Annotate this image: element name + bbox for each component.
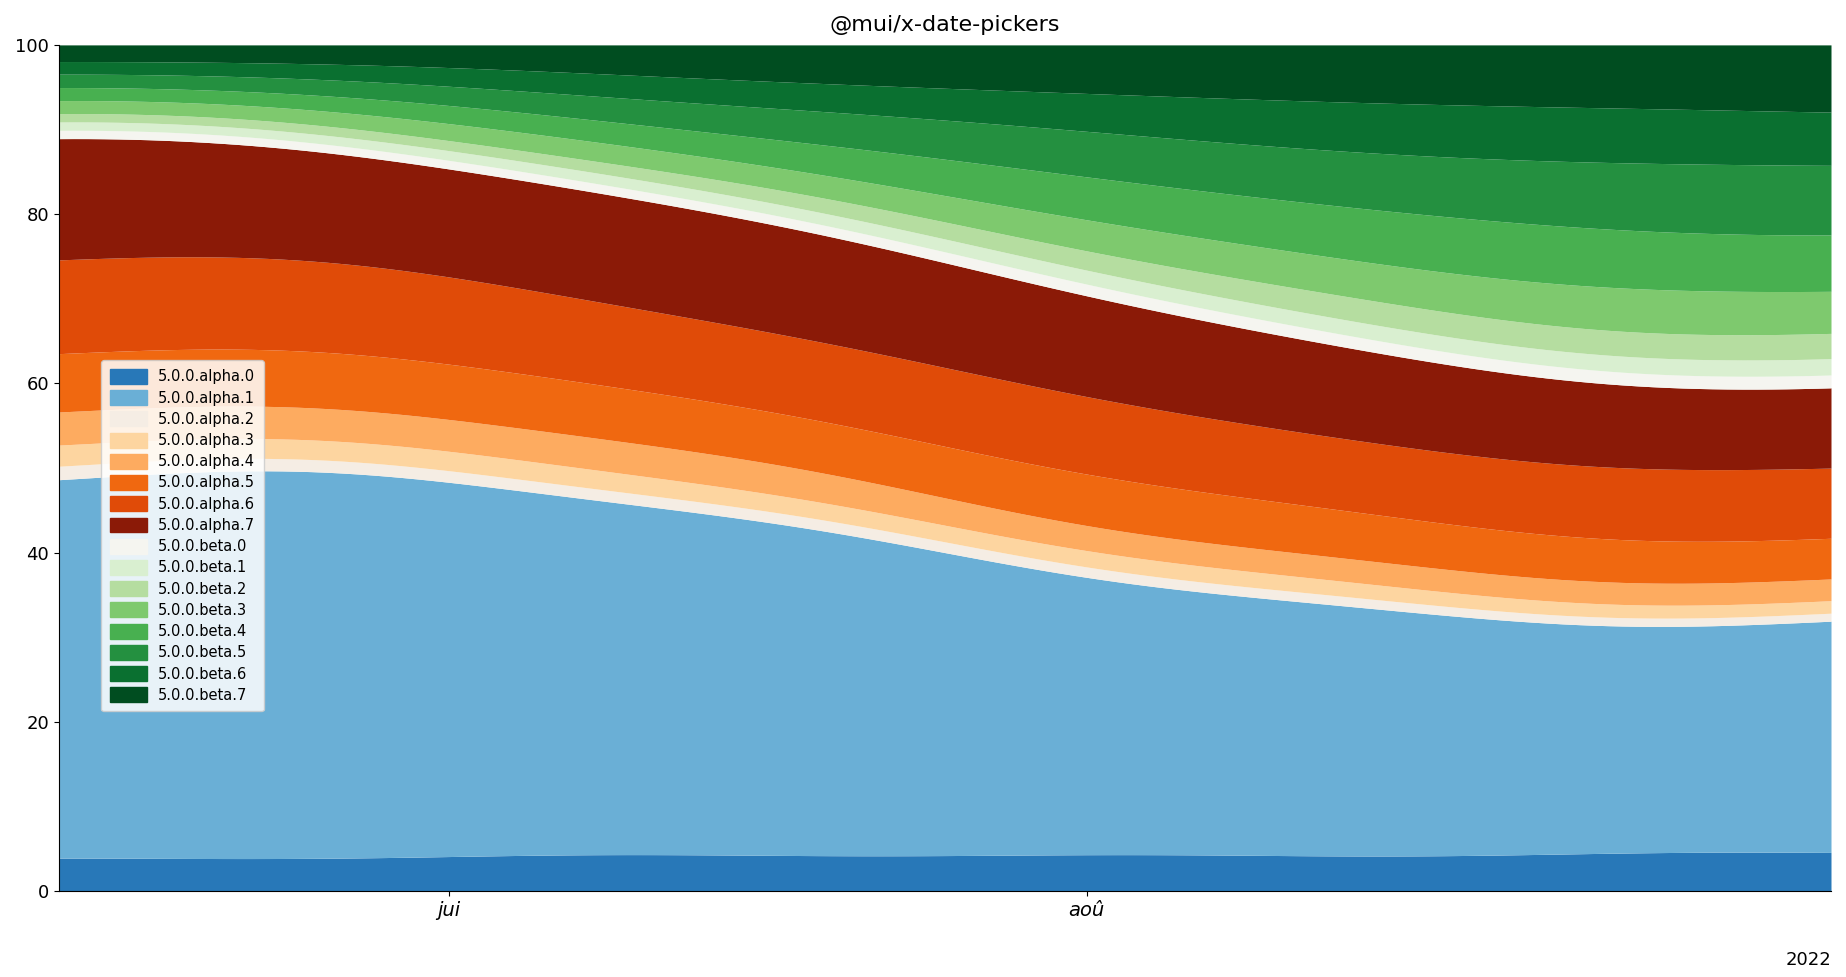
Legend: 5.0.0.alpha.0, 5.0.0.alpha.1, 5.0.0.alpha.2, 5.0.0.alpha.3, 5.0.0.alpha.4, 5.0.0: 5.0.0.alpha.0, 5.0.0.alpha.1, 5.0.0.alph… — [102, 361, 264, 711]
Text: 2022: 2022 — [1785, 951, 1831, 968]
Title: @mui/x-date-pickers: @mui/x-date-pickers — [829, 15, 1060, 35]
